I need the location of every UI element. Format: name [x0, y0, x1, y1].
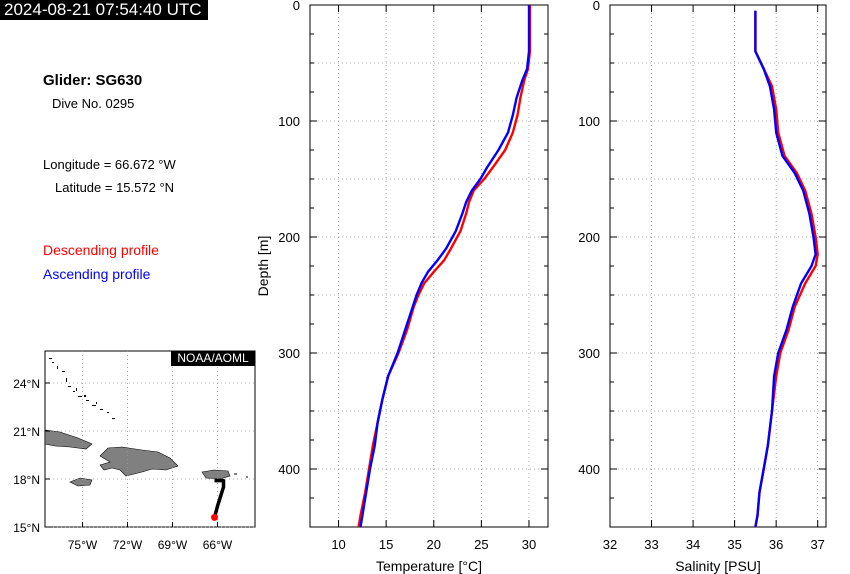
plot-frame — [309, 4, 549, 528]
legend-descending: Descending profile — [43, 242, 159, 258]
y-tick-label: 0 — [593, 0, 600, 13]
longitude-readout: Longitude = 66.672 °W — [43, 157, 176, 172]
y-tick-label: 100 — [578, 114, 600, 129]
series-line-ascending — [754, 10, 817, 528]
x-tick-label: 35 — [727, 537, 741, 552]
series-line-descending — [754, 10, 819, 528]
x-tick-label: 10 — [331, 537, 345, 552]
x-tick-label: 20 — [427, 537, 441, 552]
series-line-descending — [357, 5, 532, 528]
y-axis-label: Depth [m] — [255, 236, 271, 297]
x-tick-label: 15 — [379, 537, 393, 552]
y-tick-label: 100 — [278, 114, 300, 129]
x-tick-label: 36 — [769, 537, 783, 552]
y-tick-label: 300 — [578, 346, 600, 361]
latitude-readout: Latitude = 15.572 °N — [55, 180, 175, 195]
salinity-panel: 32 33 34 35 36 37 0 100 200 300 400 Salinity [PSU] — [578, 0, 827, 574]
x-tick-label: 37 — [810, 537, 824, 552]
y-tick-label: 300 — [278, 346, 300, 361]
y-tick-label: 200 — [578, 230, 600, 245]
y-tick-label: 200 — [278, 230, 300, 245]
plot-frame — [609, 4, 827, 528]
dive-number: Dive No. 0295 — [52, 96, 135, 111]
x-axis-label: Temperature [°C] — [376, 558, 482, 574]
y-tick-label: 400 — [278, 462, 300, 477]
y-tick-label: 0 — [293, 0, 300, 13]
glider-name: Glider: SG630 — [43, 72, 143, 89]
x-axis-label: Salinity [PSU] — [675, 558, 761, 574]
x-tick-label: 33 — [644, 537, 658, 552]
x-tick-label: 32 — [603, 537, 617, 552]
x-tick-label: 30 — [522, 537, 536, 552]
timestamp: 2024-08-21 07:54:40 UTC — [0, 0, 208, 20]
y-tick-label: 400 — [578, 462, 600, 477]
x-tick-label: 25 — [474, 537, 488, 552]
legend-ascending: Ascending profile — [43, 266, 151, 282]
x-tick-label: 34 — [686, 537, 700, 552]
series-line-ascending — [359, 5, 531, 528]
